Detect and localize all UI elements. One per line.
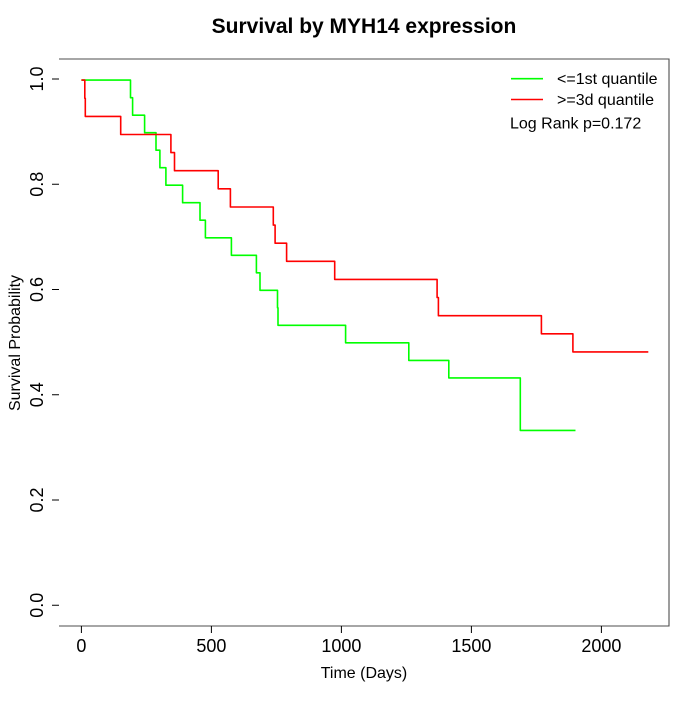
svg-text:2000: 2000	[581, 636, 621, 656]
svg-text:<=1st quantile: <=1st quantile	[557, 71, 658, 88]
svg-text:0.8: 0.8	[27, 172, 47, 197]
svg-text:>=3d quantile: >=3d quantile	[557, 92, 654, 109]
svg-text:0.6: 0.6	[27, 277, 47, 302]
svg-text:0.2: 0.2	[27, 487, 47, 512]
svg-text:Time (Days): Time (Days)	[321, 665, 408, 682]
svg-text:Survival Probability: Survival Probability	[7, 275, 24, 411]
svg-text:Survival by MYH14 expression: Survival by MYH14 expression	[212, 15, 517, 38]
svg-text:1.0: 1.0	[27, 66, 47, 91]
svg-text:1500: 1500	[451, 636, 491, 656]
svg-text:0: 0	[76, 636, 86, 656]
svg-text:0.4: 0.4	[27, 382, 47, 407]
svg-text:500: 500	[196, 636, 226, 656]
svg-text:Log Rank p=0.172: Log Rank p=0.172	[510, 116, 641, 133]
svg-text:0.0: 0.0	[27, 593, 47, 618]
svg-text:1000: 1000	[321, 636, 361, 656]
